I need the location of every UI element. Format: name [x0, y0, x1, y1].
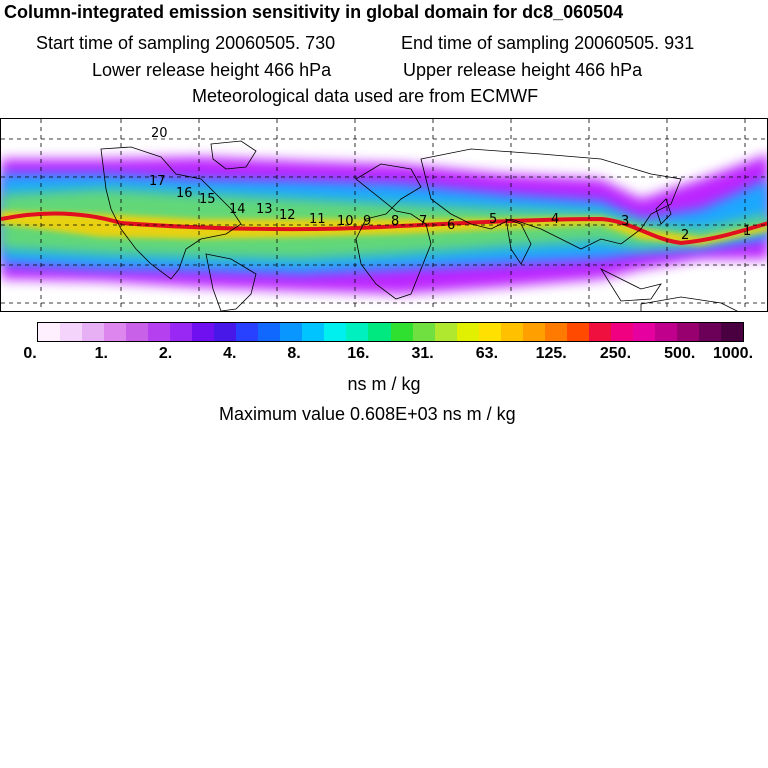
color-scale-tick-label: 4. — [223, 345, 237, 362]
color-scale-tick-label: 0. — [23, 345, 37, 362]
map-canvas: 20 17 16 15 14 13 12 11 10 9 8 7 6 5 4 3 2 1 — [1, 119, 767, 311]
color-scale-segment — [258, 323, 281, 341]
color-scale-segment — [390, 323, 413, 341]
color-scale-tick-label: 1. — [94, 345, 108, 362]
color-scale-segment — [60, 323, 83, 341]
trajectory-label: 2 — [681, 228, 689, 243]
color-scale-segment — [324, 323, 347, 341]
color-scale-segment — [434, 323, 457, 341]
color-scale-bar — [37, 322, 744, 342]
color-scale-segment — [456, 323, 479, 341]
color-scale-tick-label: 250. — [599, 345, 632, 362]
color-scale-segment — [214, 323, 237, 341]
color-scale-segment — [632, 323, 655, 341]
sensitivity-map: 20 17 16 15 14 13 12 11 10 9 8 7 6 5 4 3 2 1 — [0, 118, 768, 312]
trajectory-label: 5 — [489, 212, 497, 227]
color-scale-segment — [126, 323, 149, 341]
color-scale-segment — [654, 323, 677, 341]
color-scale-segment — [522, 323, 545, 341]
color-scale-segment — [192, 323, 215, 341]
color-scale-segment — [478, 323, 501, 341]
color-scale-segment — [170, 323, 193, 341]
lower-release-text: Lower release height 466 hPa — [92, 60, 332, 80]
color-scale-tick-label: 16. — [347, 345, 370, 362]
start-time-text: Start time of sampling 20060505. 730 — [36, 33, 336, 53]
color-scale-segment — [346, 323, 369, 341]
upper-release-text: Upper release height 466 hPa — [403, 60, 643, 80]
trajectory-label: 15 — [199, 192, 216, 207]
trajectory-label: 12 — [279, 208, 296, 223]
color-scale-segment — [544, 323, 567, 341]
end-time-text: End time of sampling 20060505. 931 — [401, 33, 695, 53]
trajectory-label: 10 — [337, 214, 354, 229]
color-scale-segment — [236, 323, 259, 341]
trajectory-label: 6 — [447, 218, 455, 233]
trajectory-label: 1 — [743, 224, 751, 239]
trajectory-label: 11 — [309, 212, 326, 227]
trajectory-label: 20 — [151, 126, 168, 141]
color-scale-segment — [148, 323, 171, 341]
trajectory-label: 17 — [149, 174, 166, 189]
color-scale-segment — [368, 323, 391, 341]
plume-bands — [1, 154, 767, 294]
color-scale-segment — [82, 323, 105, 341]
color-scale-segment — [38, 323, 61, 341]
trajectory-label: 3 — [621, 214, 629, 229]
color-scale-segment — [566, 323, 589, 341]
color-scale-tick-label: 2. — [158, 345, 173, 362]
color-scale-tick-label: 125. — [535, 345, 567, 362]
color-scale-segment — [676, 323, 699, 341]
trajectory-labels: 20 17 16 15 14 13 12 11 10 9 8 7 6 5 4 3 2 1 — [149, 126, 751, 243]
color-scale-tick-label: 1000. — [712, 345, 754, 362]
color-scale-segment — [610, 323, 633, 341]
color-scale-segment — [698, 323, 721, 341]
trajectory-label: 7 — [419, 214, 427, 229]
color-scale-tick-label: 500. — [664, 345, 696, 362]
trajectory-label: 16 — [176, 186, 193, 201]
color-scale-segment — [302, 323, 325, 341]
trajectory-label: 9 — [363, 214, 371, 229]
color-scale-segment — [500, 323, 523, 341]
trajectory-label: 14 — [229, 202, 246, 217]
trajectory-label: 4 — [551, 212, 559, 227]
trajectory-label: 13 — [256, 202, 273, 217]
color-scale-tick-label: 63. — [475, 345, 499, 362]
trajectory-label: 8 — [391, 214, 399, 229]
color-scale-segment — [588, 323, 611, 341]
met-data-text: Meteorological data used are from ECMWF — [192, 86, 539, 106]
color-scale-ticks: 0. 1. 2. 4. 8. 16. 31. 63. 125. 250. 500. 1000. — [0, 345, 768, 365]
color-scale-segment — [412, 323, 435, 341]
unit-label: ns m / kg — [347, 374, 421, 394]
color-scale-segment — [720, 323, 743, 341]
color-scale-segment — [280, 323, 303, 341]
color-scale-tick-label: 8. — [287, 345, 301, 362]
map-title: Column-integrated emission sensitivity i… — [4, 2, 624, 22]
max-value-text: Maximum value 0.608E+03 ns m / kg — [219, 404, 516, 424]
color-scale-tick-label: 31. — [411, 345, 434, 362]
graticule — [1, 119, 767, 311]
color-scale-segment — [104, 323, 127, 341]
